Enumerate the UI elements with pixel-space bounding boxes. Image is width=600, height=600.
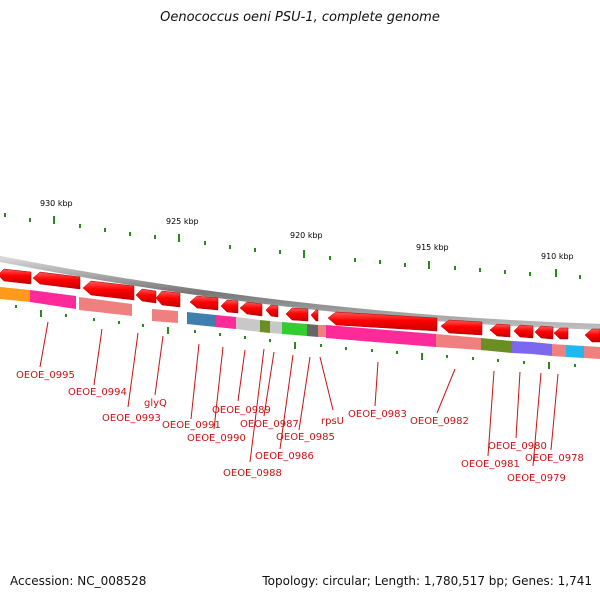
gene-label: OEOE_0980: [488, 441, 547, 452]
leader-lines: [39, 321, 559, 467]
gene-label: OEOE_0986: [255, 451, 314, 462]
tick-label: 920 kbp: [290, 231, 323, 240]
gene-label: OEOE_0987: [240, 419, 299, 430]
genome-backbone: [0, 255, 600, 330]
gene-label: OEOE_0988: [223, 468, 282, 479]
gene-labels: OEOE_0995 OEOE_0994 OEOE_0993 glyQ OEOE_…: [16, 370, 584, 484]
major-ticks: [53, 216, 557, 277]
tick-label: 925 kbp: [166, 217, 199, 226]
tick-label: 930 kbp: [40, 199, 73, 208]
gene-arrows: [0, 268, 600, 343]
gene-label: OEOE_0983: [348, 409, 407, 420]
lower-ticks: [15, 305, 576, 369]
tick-label: 910 kbp: [541, 252, 574, 261]
topology-text: Topology: circular; Length: 1,780,517 bp…: [262, 574, 592, 588]
tick-label: 915 kbp: [416, 243, 449, 252]
gene-label: OEOE_0979: [507, 473, 566, 484]
gene-label: rpsU: [321, 416, 344, 427]
gene-label: OEOE_0990: [187, 433, 246, 444]
accession-text: Accession: NC_008528: [10, 574, 147, 588]
gene-label: OEOE_0978: [525, 453, 584, 464]
gene-label: OEOE_0995: [16, 370, 75, 381]
gene-label: OEOE_0994: [68, 387, 127, 398]
gene-label: OEOE_0989: [212, 405, 271, 416]
minor-ticks: [4, 213, 581, 279]
gene-label: OEOE_0981: [461, 459, 520, 470]
cog-band: [0, 287, 600, 359]
gene-label: glyQ: [144, 398, 167, 409]
genome-title: Oenococcus oeni PSU-1, complete genome: [160, 10, 440, 25]
gene-label: OEOE_0991: [162, 420, 221, 431]
gene-label: OEOE_0982: [410, 416, 469, 427]
gene-label: OEOE_0993: [102, 413, 161, 424]
gene-label: OEOE_0985: [276, 432, 335, 443]
